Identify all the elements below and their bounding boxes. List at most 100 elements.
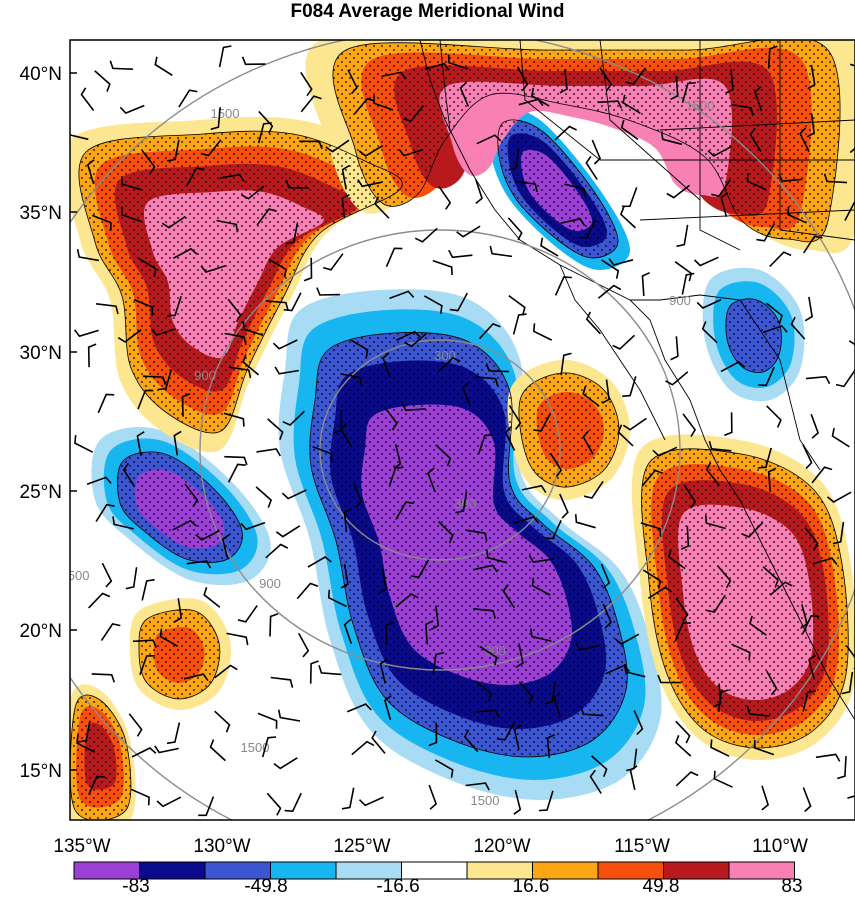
- wind-barb-37: [806, 113, 815, 138]
- wind-barb-328: [257, 712, 278, 729]
- wind-barb-163: [485, 363, 510, 373]
- wind-barb-361: [837, 756, 847, 780]
- wind-barb-330: [346, 703, 372, 713]
- wind-barb-104: [432, 259, 453, 276]
- wind-barb-162: [475, 376, 499, 387]
- wind-barb-79: [161, 215, 186, 229]
- wind-barb-340: [746, 706, 770, 717]
- lat-label-35n: 35°N: [20, 203, 62, 224]
- wind-barb-169: [758, 366, 775, 387]
- wind-barb-338: [675, 720, 691, 744]
- wind-barb-261: [642, 569, 662, 589]
- wind-barb-314: [475, 680, 493, 702]
- wind-barb-280: [647, 586, 673, 599]
- wind-barb-61: [219, 173, 245, 182]
- wind-barb-310: [309, 660, 319, 684]
- wind-barb-9: [424, 62, 450, 71]
- wind-barb-31: [531, 87, 550, 107]
- lon-label-120w: 120°W: [473, 836, 530, 857]
- wind-barb-171: [835, 369, 855, 388]
- wind-barb-6: [300, 71, 313, 97]
- wind-barb-165: [601, 379, 610, 404]
- wind-barb-88: [560, 217, 586, 226]
- central-low-stipple: [309, 332, 628, 758]
- latitude-axis: 40°N 35°N 30°N 25°N 20°N 15°N: [20, 64, 77, 782]
- wind-barb-74: [746, 173, 767, 191]
- ring-label-1: 1500: [211, 106, 240, 121]
- wind-barb-237: [438, 520, 454, 544]
- wind-barb-198: [393, 444, 402, 470]
- coast-line-2: [559, 264, 666, 441]
- wind-barbs: [70, 45, 855, 817]
- wind-barb-44: [299, 140, 323, 150]
- wind-barb-112: [769, 251, 792, 268]
- wind-barb-142: [404, 332, 428, 348]
- wind-barb-186: [682, 413, 697, 438]
- coastline: [419, 40, 855, 721]
- wind-barb-275: [430, 605, 440, 631]
- wind-barb-357: [674, 735, 692, 757]
- wind-barb-140: [349, 339, 369, 358]
- wind-barb-271: [237, 605, 258, 623]
- wind-barb-39: [70, 134, 89, 141]
- lat-label-15n: 15°N: [20, 761, 62, 782]
- wind-barb-145: [532, 323, 553, 341]
- wind-barb-21: [119, 104, 145, 115]
- wind-barb-202: [549, 452, 563, 478]
- wind-barb-64: [341, 164, 350, 190]
- coast-line-4: [439, 40, 855, 251]
- wind-barb-306: [139, 655, 155, 676]
- wind-barb-276: [473, 608, 496, 619]
- wind-barb-309: [270, 676, 294, 688]
- wind-barb-331: [383, 695, 392, 720]
- lat-label-40n: 40°N: [20, 64, 62, 85]
- wind-barb-213: [227, 463, 246, 483]
- wind-barb-192: [136, 431, 145, 456]
- wind-barb-25: [300, 95, 322, 113]
- wind-barb-241: [574, 514, 596, 529]
- wind-barb-111: [693, 256, 719, 267]
- wind-barb-113: [803, 235, 823, 254]
- wind-barb-234: [275, 525, 301, 538]
- wind-barb-244: [704, 515, 726, 530]
- wind-barb-373: [539, 790, 554, 812]
- wind-barb-98: [172, 247, 198, 260]
- wind-barb-348: [273, 757, 298, 770]
- wind-barb-317: [605, 664, 631, 675]
- lon-label-125w: 125°W: [333, 836, 390, 857]
- wind-barb-136: [150, 328, 176, 337]
- wind-barb-172: [97, 393, 115, 414]
- wind-barb-34: [681, 81, 696, 104]
- northwest-high-stipple: [78, 130, 403, 434]
- wind-barb-355: [591, 755, 608, 777]
- wind-barb-86: [456, 225, 481, 238]
- wind-barb-70: [585, 155, 598, 181]
- wind-barb-41: [167, 139, 180, 162]
- wind-barb-304: [846, 645, 855, 670]
- ring-label-7: 900: [259, 576, 281, 591]
- map-title: F084 Average Meridional Wind: [290, 1, 565, 22]
- wind-barb-265: [812, 557, 838, 565]
- wind-barb-139: [272, 339, 298, 350]
- wind-barb-193: [173, 430, 182, 456]
- wind-barb-168: [720, 361, 746, 373]
- wind-barb-219: [455, 491, 468, 514]
- wind-barb-194: [224, 455, 248, 466]
- wind-barb-327: [214, 710, 231, 733]
- ring-label-2: 1500: [686, 98, 715, 113]
- wind-barb-224: [683, 484, 697, 509]
- wind-barb-170: [805, 375, 831, 385]
- wind-barb-337: [633, 710, 644, 736]
- wind-barb-78: [120, 206, 142, 223]
- wind-barb-253: [307, 556, 332, 568]
- wind-barb-329: [277, 709, 301, 722]
- wind-barb-188: [766, 405, 782, 428]
- wind-barb-208: [802, 444, 813, 470]
- wind-barb-378: [761, 785, 770, 811]
- wind-barb-1: [94, 70, 111, 92]
- wind-barb-123: [424, 295, 443, 314]
- wind-barb-81: [256, 208, 277, 226]
- wind-barb-26: [353, 97, 376, 115]
- ring-label-8: 900: [484, 643, 506, 658]
- wind-barb-360: [815, 753, 841, 762]
